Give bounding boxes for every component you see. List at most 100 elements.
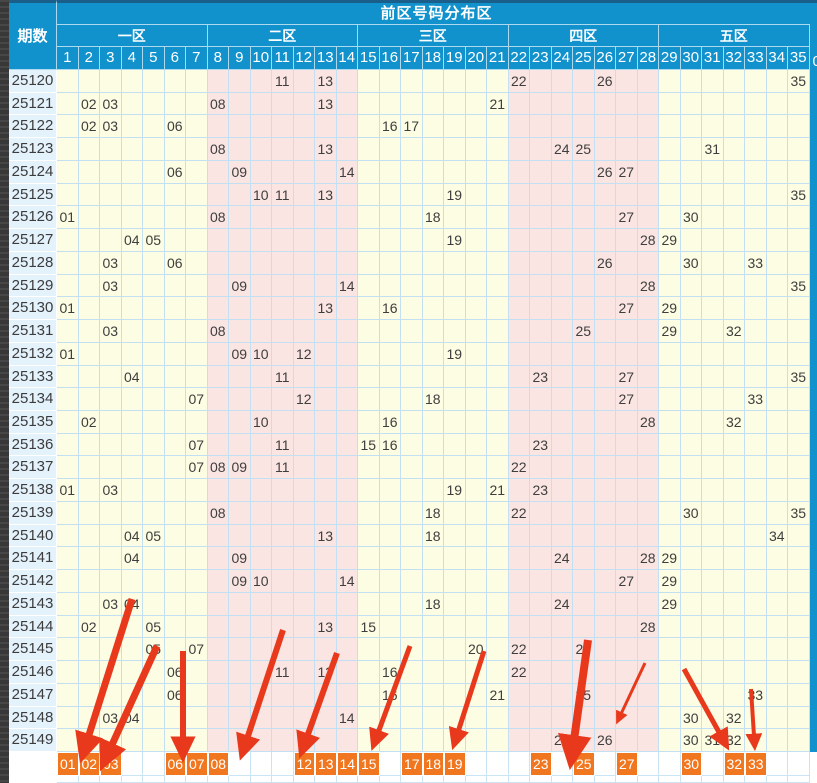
- number-cell: [680, 456, 702, 480]
- pick-cell-21[interactable]: [487, 752, 509, 776]
- number-cell: [164, 615, 186, 639]
- number-cell: [465, 524, 487, 548]
- number-cell: [78, 183, 100, 207]
- pick-cell-26[interactable]: [594, 752, 616, 776]
- pick-cell-19[interactable]: 19: [444, 752, 466, 776]
- pick-cell-03[interactable]: 03: [100, 752, 122, 776]
- number-cell: [379, 342, 401, 366]
- number-cell: [401, 615, 423, 639]
- pick-cell-20[interactable]: [465, 752, 487, 776]
- number-cell: 32: [723, 411, 745, 434]
- pick-cell-31[interactable]: [702, 752, 724, 776]
- number-cell: [78, 160, 100, 184]
- number-cell: [143, 274, 165, 298]
- number-cell: [336, 661, 358, 684]
- pick-cell-22[interactable]: [508, 752, 530, 776]
- number-cell: [358, 183, 380, 207]
- number-cell: [616, 638, 638, 662]
- pick-cell-01[interactable]: 01: [57, 752, 79, 776]
- number-cell: [100, 501, 122, 525]
- number-cell: [444, 638, 466, 662]
- pick-cell-35[interactable]: [788, 752, 810, 776]
- number-cell: [164, 570, 186, 593]
- number-cell: [379, 729, 401, 752]
- pick-cell-10[interactable]: [250, 752, 272, 776]
- pick-cell-17[interactable]: 17: [401, 752, 423, 776]
- number-cell: [401, 729, 423, 752]
- footer-cell: [379, 776, 401, 783]
- pick-cell-30[interactable]: 30: [680, 752, 702, 776]
- number-cell: [186, 592, 208, 616]
- number-cell: [272, 501, 294, 525]
- pick-cell-27[interactable]: 27: [616, 752, 638, 776]
- number-cell: 22: [508, 501, 530, 525]
- pick-cell-07[interactable]: 07: [186, 752, 208, 776]
- pick-cell-13[interactable]: 13: [315, 752, 337, 776]
- pick-cell-06[interactable]: 06: [164, 752, 186, 776]
- pick-cell-34[interactable]: [766, 752, 788, 776]
- column-header-7: 7: [186, 47, 208, 70]
- pick-cell-02[interactable]: 02: [78, 752, 100, 776]
- number-cell: 01: [57, 206, 79, 230]
- number-cell: [164, 138, 186, 161]
- number-cell: [379, 251, 401, 275]
- pick-cell-32[interactable]: 32: [723, 752, 745, 776]
- number-cell: [186, 615, 208, 639]
- number-cell: [616, 251, 638, 275]
- pick-cell-05[interactable]: [143, 752, 165, 776]
- number-cell: [57, 365, 79, 389]
- pick-cell-18[interactable]: 18: [422, 752, 444, 776]
- number-cell: [745, 433, 767, 457]
- footer-cell: [551, 776, 573, 783]
- number-cell: [530, 183, 552, 207]
- pick-cell-24[interactable]: [551, 752, 573, 776]
- number-cell: 29: [659, 320, 681, 343]
- number-cell: [508, 229, 530, 252]
- number-cell: [551, 183, 573, 207]
- pick-cell-29[interactable]: [659, 752, 681, 776]
- pick-cell-08[interactable]: 08: [207, 752, 229, 776]
- pick-cell-14[interactable]: 14: [336, 752, 358, 776]
- pick-cell-04[interactable]: [121, 752, 143, 776]
- pick-cell-12[interactable]: 12: [293, 752, 315, 776]
- number-cell: [659, 433, 681, 457]
- number-cell: 21: [487, 479, 509, 502]
- number-cell: [293, 683, 315, 707]
- number-cell: [637, 206, 659, 230]
- pick-cell-23[interactable]: 23: [530, 752, 552, 776]
- column-header-33: 33: [745, 47, 767, 70]
- number-cell: [143, 365, 165, 389]
- pick-cell-28[interactable]: [637, 752, 659, 776]
- number-cell: 16: [379, 433, 401, 457]
- pick-cell-11[interactable]: [272, 752, 294, 776]
- number-cell: [57, 683, 79, 707]
- number-cell: [487, 456, 509, 480]
- number-cell: [702, 229, 724, 252]
- number-cell: [551, 365, 573, 389]
- pick-cell-15[interactable]: 15: [358, 752, 380, 776]
- number-cell: [57, 92, 79, 116]
- number-cell: [723, 274, 745, 298]
- number-cell: 35: [788, 183, 810, 207]
- pick-cell-33[interactable]: 33: [745, 752, 767, 776]
- number-cell: [680, 92, 702, 116]
- number-cell: [100, 615, 122, 639]
- pick-cell-16[interactable]: [379, 752, 401, 776]
- number-cell: [702, 547, 724, 571]
- footer-cell: [358, 776, 380, 783]
- number-cell: [358, 92, 380, 116]
- pick-cell-25[interactable]: 25: [573, 752, 595, 776]
- pick-cell-09[interactable]: [229, 752, 251, 776]
- number-cell: [207, 342, 229, 366]
- number-cell: [444, 297, 466, 321]
- number-cell: [336, 320, 358, 343]
- number-cell: [401, 501, 423, 525]
- number-cell: [186, 570, 208, 593]
- number-cell: [143, 683, 165, 707]
- number-cell: [444, 683, 466, 707]
- footer-cell: [530, 776, 552, 783]
- footer-cell: [745, 776, 767, 783]
- number-cell: [551, 229, 573, 252]
- number-cell: [315, 115, 337, 139]
- footer-cell: [637, 776, 659, 783]
